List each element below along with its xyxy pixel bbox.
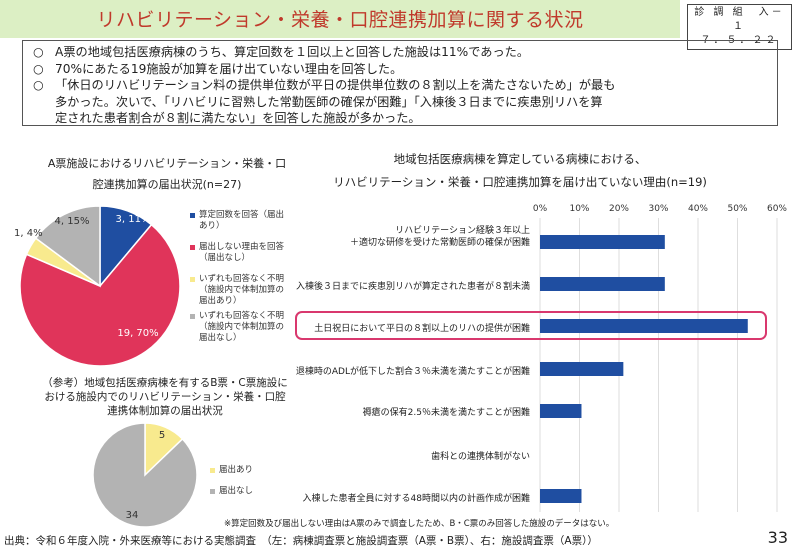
bar [540,362,624,376]
category-label: 土日祝日において平日の８割以上のリハの提供が困難 [314,324,530,334]
pie1-title-line: A票施設におけるリハビリテーション・栄養・口 [47,157,287,170]
legend-item: 届出あり [210,465,290,476]
bar-title-line: 地域包括医療病棟を算定している病棟における、 [393,152,647,166]
pie-chart-1: 3, 11% 19, 70% 1, 4% 4, 15% [14,205,181,366]
legend-label: 届出あり [219,465,254,475]
summary-box: ○ A票の地域包括医療病棟のうち、算定回数を１回以上と回答した施設は11%であった… [22,40,778,126]
legend-label: いずれも回答なく不明 [199,311,285,321]
bar [540,277,665,291]
pie-slice [34,205,101,288]
legend-label: 届出あり） [199,296,242,306]
bar [540,235,665,249]
legend-swatch [210,468,215,473]
legend-label: いずれも回答なく不明 [199,274,285,284]
legend-swatch [190,213,195,218]
bar [540,404,582,418]
bullet-icon: ○ [33,78,44,92]
slice-label: 5 [159,430,165,441]
legend-item: 届出なし [210,486,290,497]
title-bar [0,0,680,38]
highlight-box [295,311,767,340]
page-number: 33 [767,528,788,547]
legend-item: いずれも回答なく不明 （施設内で体制加算の 届出なし） [190,311,300,344]
legend-label: 届出しない理由を回答 [199,242,285,252]
category-label: 入棟後３日までに疾患別リハが算定された患者が８割未満 [295,282,530,292]
document-id: 診 調 組 入－１ [694,7,785,32]
legend-item: 算定回数を回答（届出 あり） [190,210,300,232]
category-label-line: ＋適切な研修を受けた常勤医師の確保が困難 [349,238,530,248]
pie1-legend: 算定回数を回答（届出 あり） 届出しない理由を回答 （届出なし） いずれも回答なく不… [190,210,300,347]
legend-swatch [190,277,195,282]
summary-line: ○ A票の地域包括医療病棟のうち、算定回数を１回以上と回答した施設は11%であった… [33,44,769,61]
source-footer: 出典：令和６年度入院・外来医療等における実態調査 （左：病棟調査票と施設調査票（… [4,535,598,547]
summary-text: 70%にあたる19施設が加算を届け出ていない理由を回答した。 [55,61,403,76]
legend-label: 届出なし） [199,333,242,343]
category-label: 歯科との連携体制がない [431,452,530,462]
pie1-title: A票施設におけるリハビリテーション・栄養・口 腔連携加算の届出状況(n=27) [32,153,302,195]
x-tick-label: 10% [569,204,589,214]
x-tick-label: 0% [533,204,548,214]
bar [540,489,582,503]
slice-label: 34 [126,510,139,521]
slice-label: 1, 4% [14,228,43,239]
bar [540,319,748,333]
legend-label: （施設内で体制加算の [199,285,285,295]
pie2-title-line: おける施設内でのリハビリテーション・栄養・口腔 [44,391,286,403]
pie2-title-line: （参考）地域包括医療病棟を有するB票・C票施設に [42,377,288,389]
legend-swatch [210,489,215,494]
x-tick-label: 30% [648,204,668,214]
pie-slice [19,223,181,366]
pie-chart-2: 5 34 [92,422,198,528]
legend-label: （施設内で体制加算の [199,322,285,332]
summary-line: ○ 70%にあたる19施設が加算を届け出ていない理由を回答した。 [33,61,769,78]
summary-text: A票の地域包括医療病棟のうち、算定回数を１回以上と回答した施設は11%であった。 [55,45,530,59]
legend-item: いずれも回答なく不明 （施設内で体制加算の 届出あり） [190,274,300,307]
legend-label: 算定回数を回答（届出 [199,210,285,220]
pie2-title-line: 連携体制加算の届出状況 [107,405,223,417]
x-tick-label: 20% [609,204,629,214]
summary-text: 定された患者割合が８割に満たない」を回答した施設が多かった。 [55,111,421,125]
page-title: リハビリテーション・栄養・口腔連携加算に関する状況 [96,9,584,31]
summary-line: ○ 「休日のリハビリテーション料の提供単位数が平日の提供単位数の８割以上を満たさな… [33,77,769,94]
category-label: リハビリテーション経験３年以上 ＋適切な研修を受けた常勤医師の確保が困難 [350,225,530,249]
x-tick-label: 40% [688,204,708,214]
category-label: 退棟時のADLが低下した割合３％未満を満たすことが困難 [295,367,530,377]
bar-chart-title: 地域包括医療病棟を算定している病棟における、 リハビリテーション・栄養・口腔連携… [330,148,710,194]
legend-label: （届出なし） [199,253,251,263]
legend-label: あり） [199,221,225,231]
legend-swatch [190,245,195,250]
bullet-icon: ○ [33,61,44,76]
pie-slice [92,422,198,528]
footnote: ※算定回数及び届出しない理由はA票のみで調査したため、B・C票のみ回答した施設の… [224,519,615,529]
bullet-icon: ○ [33,45,44,59]
legend-label: 届出なし [219,486,254,496]
category-label: 入棟した患者全員に対する48時間以内の計画作成が困難 [302,494,530,504]
slice-label: 3, 11% [116,214,151,225]
category-label-line: リハビリテーション経験３年以上 [395,226,530,236]
summary-text: 多かった。次いで、「リハビリに習熟した常勤医師の確保が困難」「入棟後３日までに疾… [55,94,603,109]
pie2-legend: 届出あり 届出なし [210,465,290,500]
summary-text: 「休日のリハビリテーション料の提供単位数が平日の提供単位数の８割以上を満たさない… [55,78,616,92]
pie1-title-line: 腔連携加算の届出状況(n=27) [92,178,242,191]
x-tick-label: 50% [727,204,747,214]
legend-item: 届出しない理由を回答 （届出なし） [190,242,300,264]
category-label: 褥瘡の保有2.5％未満を満たすことが困難 [362,408,530,418]
legend-swatch [190,314,195,319]
slice-label: 4, 15% [55,216,90,227]
bar-title-line: リハビリテーション・栄養・口腔連携加算を届け出ていない理由(n=19) [333,175,707,189]
slice-label: 19, 70% [117,328,158,339]
x-tick-label: 60% [767,204,787,214]
pie2-title: （参考）地域包括医療病棟を有するB票・C票施設に おける施設内でのリハビリテーシ… [40,376,290,418]
